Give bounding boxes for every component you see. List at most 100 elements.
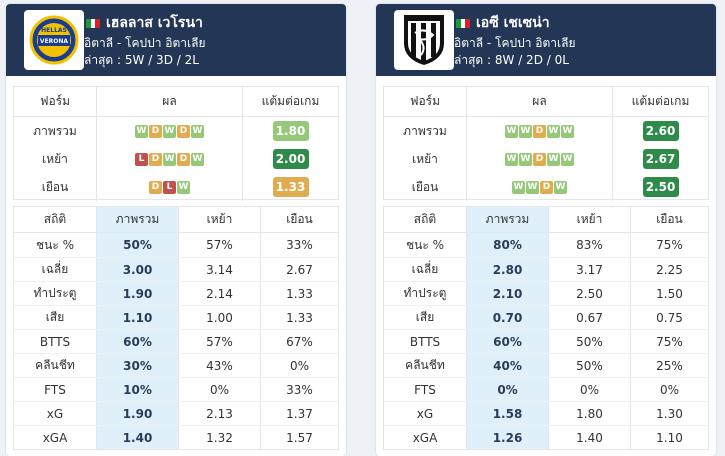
stat-label: xGA: [384, 426, 467, 449]
stats-row: คลีนชีท 40% 50% 25%: [384, 353, 708, 377]
result-pill[interactable]: D: [149, 180, 162, 194]
stats-row: ชนะ % 50% 57% 33%: [14, 233, 338, 257]
team-name[interactable]: เอซี เชเซน่า: [476, 15, 550, 31]
stats-row: ชนะ % 80% 83% 75%: [384, 233, 708, 257]
cesena-crest-icon: [404, 15, 444, 65]
away-value: 1.33: [286, 310, 313, 325]
result-pill[interactable]: W: [547, 152, 560, 166]
result-pill[interactable]: W: [191, 124, 204, 138]
team-name[interactable]: เฮลลาส เวโรนา: [106, 15, 203, 31]
result-pill[interactable]: D: [533, 152, 546, 166]
team-logo[interactable]: [394, 10, 454, 70]
away-header[interactable]: เยือน: [286, 212, 313, 226]
result-pill[interactable]: W: [561, 152, 574, 166]
overall-value: 50%: [97, 233, 179, 257]
result-pill[interactable]: W: [163, 152, 176, 166]
home-header[interactable]: เหย้า: [179, 207, 261, 232]
ppg-header: แต้มต่อเกม: [631, 94, 690, 108]
stats-row: xGA 1.40 1.32 1.57: [14, 425, 338, 449]
away-value: 2.25: [656, 262, 683, 277]
home-value: 1.80: [549, 402, 631, 425]
away-value: 1.30: [656, 406, 683, 421]
home-header[interactable]: เหย้า: [549, 207, 631, 232]
away-value: 1.33: [286, 286, 313, 301]
stat-label: BTTS: [384, 330, 467, 353]
stat-header: สถิติ: [384, 207, 467, 232]
overall-value: 10%: [97, 378, 179, 401]
home-value: 57%: [179, 233, 261, 257]
form-row-label: ภาพรวม: [14, 117, 97, 145]
overall-header[interactable]: ภาพรวม: [467, 207, 549, 232]
ppg-cell: 2.67: [613, 145, 708, 173]
result-pill[interactable]: W: [505, 152, 518, 166]
result-pill[interactable]: W: [163, 124, 176, 138]
stats-table: สถิติ ภาพรวม เหย้า เยือน ชนะ % 50% 57% 33% เ…: [13, 206, 339, 450]
form-row: เหย้า W W D W W 2.67: [384, 145, 708, 173]
form-header: ฟอร์ม: [384, 87, 467, 116]
league-label[interactable]: อิตาลี - โคปปา อิตาเลีย: [84, 36, 206, 50]
away-value: 0%: [289, 358, 310, 373]
result-pill[interactable]: D: [149, 124, 162, 138]
result-pill[interactable]: D: [149, 152, 162, 166]
result-pill[interactable]: W: [512, 180, 525, 194]
result-pill[interactable]: D: [177, 152, 190, 166]
result-pill[interactable]: W: [191, 152, 204, 166]
overall-value: 1.90: [97, 282, 179, 305]
result-pill[interactable]: W: [554, 180, 567, 194]
league-label[interactable]: อิตาลี - โคปปา อิตาเลีย: [454, 36, 576, 50]
stat-label: ชนะ %: [384, 233, 467, 257]
overall-value: 40%: [467, 354, 549, 377]
result-pill[interactable]: D: [540, 180, 553, 194]
home-value: 3.17: [549, 258, 631, 281]
stats-row: BTTS 60% 50% 75%: [384, 329, 708, 353]
result-pill[interactable]: W: [505, 124, 518, 138]
overall-header[interactable]: ภาพรวม: [97, 207, 179, 232]
ppg-cell: 1.80: [243, 117, 338, 145]
result-pill[interactable]: W: [519, 152, 532, 166]
result-pill[interactable]: W: [177, 180, 190, 194]
stat-label: ชนะ %: [14, 233, 97, 257]
team-logo[interactable]: HELLAS VERONA: [24, 10, 84, 70]
result-pill[interactable]: W: [135, 124, 148, 138]
hellas-verona-crest-icon: HELLAS VERONA: [29, 15, 79, 65]
home-value: 1.40: [549, 426, 631, 449]
result-pill[interactable]: W: [519, 124, 532, 138]
result-pill[interactable]: D: [533, 124, 546, 138]
stats-row: ทำประตู 1.90 2.14 1.33: [14, 281, 338, 305]
stats-row: เฉลี่ย 3.00 3.14 2.67: [14, 257, 338, 281]
ppg-badge: 2.50: [642, 177, 679, 197]
ppg-cell: 2.00: [243, 145, 338, 173]
overall-value: 1.10: [97, 306, 179, 329]
stats-table-header: สถิติ ภาพรวม เหย้า เยือน: [384, 207, 708, 233]
form-table: ฟอร์ม ผล แต้มต่อเกม ภาพรวม W W D W W 2.60 เหย้า…: [383, 86, 709, 201]
ppg-badge: 2.60: [642, 121, 679, 141]
italy-flag-icon: [86, 18, 101, 28]
italy-flag-icon: [456, 18, 471, 28]
result-pill[interactable]: W: [526, 180, 539, 194]
form-row: ภาพรวม W D W D W 1.80: [14, 117, 338, 145]
result-pill[interactable]: W: [547, 124, 560, 138]
overall-value: 60%: [97, 330, 179, 353]
form-row-label: เหย้า: [384, 145, 467, 173]
ppg-badge: 2.00: [272, 149, 309, 169]
form-row: ภาพรวม W W D W W 2.60: [384, 117, 708, 145]
result-pill[interactable]: L: [163, 180, 176, 194]
stat-label: ทำประตู: [14, 282, 97, 305]
overall-value: 2.80: [467, 258, 549, 281]
overall-value: 2.10: [467, 282, 549, 305]
form-table: ฟอร์ม ผล แต้มต่อเกม ภาพรวม W D W D W 1.80 เหย้า…: [13, 86, 339, 201]
recent-record: ล่าสุด : 8W / 2D / 0L: [454, 53, 569, 67]
result-pill[interactable]: D: [177, 124, 190, 138]
result-pill[interactable]: L: [135, 152, 148, 166]
logo-text-top: HELLAS: [41, 27, 67, 34]
home-value: 0.67: [549, 306, 631, 329]
away-value: 25%: [656, 358, 683, 373]
result-pill[interactable]: W: [561, 124, 574, 138]
away-value: 0%: [659, 382, 680, 397]
away-header[interactable]: เยือน: [656, 212, 683, 226]
away-value: 2.67: [286, 262, 313, 277]
away-value: 75%: [656, 334, 683, 349]
